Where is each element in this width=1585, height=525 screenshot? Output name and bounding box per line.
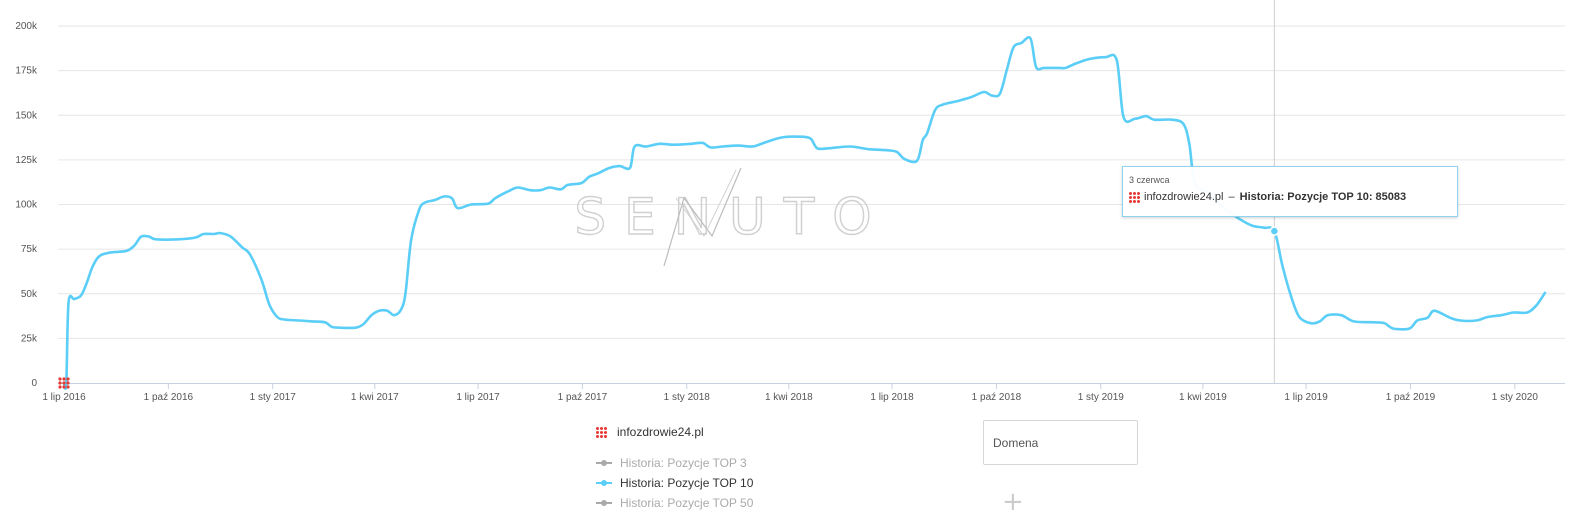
tooltip-value: Historia: Pozycje TOP 10: 85083 xyxy=(1239,191,1407,203)
x-tick-label: 1 paź 2019 xyxy=(1386,392,1436,403)
start-marker-dot xyxy=(66,385,70,389)
legend-item-top50[interactable]: Historia: Pozycje TOP 50 xyxy=(596,496,753,510)
y-tick-label: 25k xyxy=(21,333,38,344)
x-tick-label: 1 paź 2017 xyxy=(558,392,608,403)
tooltip-separator: – xyxy=(1228,191,1235,203)
x-tick-label: 1 kwi 2018 xyxy=(765,392,813,403)
start-marker-dot xyxy=(62,381,66,385)
watermark-text: SENUTO xyxy=(574,188,889,246)
y-tick-label: 75k xyxy=(21,244,38,255)
start-marker-dot xyxy=(58,381,62,385)
y-tick-label: 200k xyxy=(15,21,38,32)
legend-marker-icon xyxy=(596,460,612,466)
domain-favicon-icon xyxy=(1129,191,1140,203)
start-marker-dot xyxy=(62,377,66,381)
x-tick-label: 1 sty 2019 xyxy=(1078,392,1125,403)
start-marker-dot xyxy=(58,385,62,389)
senuto-watermark: SENUTO xyxy=(574,167,889,267)
x-tick-label: 1 kwi 2019 xyxy=(1179,392,1227,403)
y-tick-label: 50k xyxy=(21,289,38,300)
x-tick-label: 1 lip 2016 xyxy=(42,392,86,403)
hover-point[interactable] xyxy=(1269,226,1280,236)
watermark-stroke xyxy=(663,167,742,267)
start-marker-dot xyxy=(62,385,66,389)
x-tick-label: 1 sty 2018 xyxy=(664,392,711,403)
tooltip-date: 3 czerwca xyxy=(1129,175,1170,185)
y-tick-label: 150k xyxy=(15,110,38,121)
x-tick-label: 1 lip 2017 xyxy=(456,392,500,403)
legend-item-label: Historia: Pozycje TOP 3 xyxy=(620,456,747,470)
x-axis: 1 lip 2016 1 paź 2016 1 sty 2017 1 kwi 2017… xyxy=(42,383,1565,403)
y-tick-label: 125k xyxy=(15,155,38,166)
series-start-marker xyxy=(58,377,70,389)
y-tick-label: 0 xyxy=(31,378,37,389)
series-layer xyxy=(62,36,1547,390)
legend-item-label: Historia: Pozycje TOP 10 xyxy=(620,476,754,490)
legend-item-top3[interactable]: Historia: Pozycje TOP 3 xyxy=(596,456,747,470)
legend-marker-icon xyxy=(596,480,612,486)
x-tick-label: 1 paź 2016 xyxy=(144,392,194,403)
start-marker-dot xyxy=(66,381,70,385)
x-tick-label: 1 lip 2019 xyxy=(1284,392,1328,403)
tooltip-domain: infozdrowie24.pl xyxy=(1144,191,1224,203)
chart-legend: infozdrowie24.pl Historia: Pozycje TOP 3… xyxy=(596,425,753,510)
y-tick-label: 100k xyxy=(15,200,38,211)
legend-item-label: Historia: Pozycje TOP 50 xyxy=(620,496,754,510)
add-domain-button[interactable]: + xyxy=(1002,487,1024,517)
x-tick-label: 1 paź 2018 xyxy=(972,392,1022,403)
x-tick-label: 1 lip 2018 xyxy=(870,392,914,403)
x-tick-label: 1 sty 2020 xyxy=(1492,392,1539,403)
line-chart: 0 25k 50k 75k 100k 125k 150k 175k 200k 1 lip 201… xyxy=(15,0,1565,403)
start-marker-dot xyxy=(66,377,70,381)
legend-item-top10[interactable]: Historia: Pozycje TOP 10 xyxy=(596,476,753,490)
watermark-stroke xyxy=(675,169,737,237)
legend-domain-label: infozdrowie24.pl xyxy=(617,425,704,439)
series-line-top10 xyxy=(62,36,1547,390)
start-marker-dot xyxy=(58,377,62,381)
legend-domain: infozdrowie24.pl xyxy=(596,425,704,439)
grid-lines xyxy=(58,25,1565,339)
domain-favicon-icon xyxy=(596,426,607,438)
domain-input[interactable] xyxy=(983,420,1138,465)
y-axis: 0 25k 50k 75k 100k 125k 150k 175k 200k xyxy=(15,21,38,389)
y-tick-label: 175k xyxy=(15,66,38,77)
legend-marker-icon xyxy=(596,500,612,506)
x-tick-label: 1 kwi 2017 xyxy=(351,392,399,403)
x-tick-label: 1 sty 2017 xyxy=(250,392,297,403)
tooltip-row: infozdrowie24.pl – Historia: Pozycje TOP… xyxy=(1129,191,1451,203)
chart-tooltip: 3 czerwca infozdrowie24.pl – Historia: P… xyxy=(1122,166,1458,217)
